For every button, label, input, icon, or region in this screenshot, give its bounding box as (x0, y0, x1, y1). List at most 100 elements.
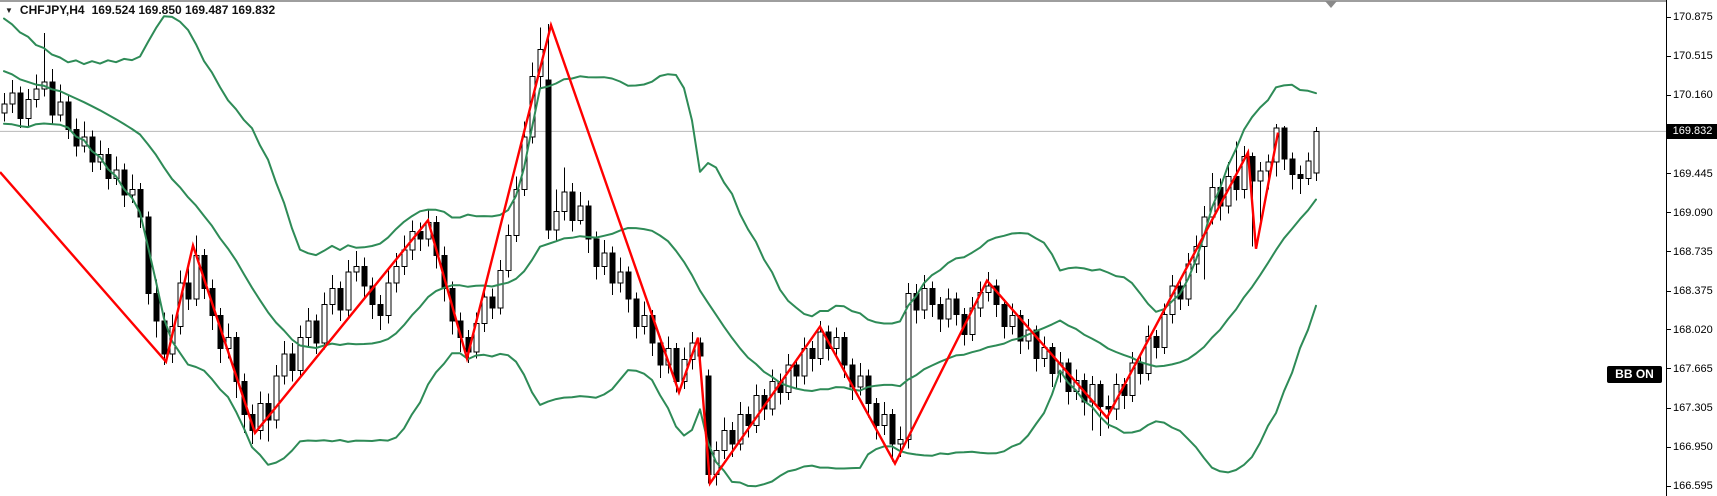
bear-candle-body (489, 296, 496, 309)
bear-candle-body (569, 191, 576, 221)
bull-candle-body (905, 293, 912, 441)
bull-candle-body (497, 270, 504, 309)
bull-candle-body (129, 189, 136, 196)
bull-candle-body (57, 101, 64, 116)
price-axis-tick (1667, 407, 1671, 409)
bear-candle-body (369, 285, 376, 306)
bull-candle-body (553, 211, 560, 231)
bull-candle-body (297, 337, 304, 371)
price-axis-label: 170.875 (1673, 11, 1713, 23)
bear-candle-body (593, 238, 600, 267)
bull-candle-body (561, 191, 568, 213)
bear-candle-body (729, 430, 736, 445)
bear-candle-body (1289, 158, 1296, 175)
price-axis[interactable]: 169.832 170.875 170.515 170.160 169.445 169.… (1666, 0, 1717, 496)
price-axis-label: 166.595 (1673, 480, 1713, 493)
symbol-title: CHFJPY,H4 (19, 3, 85, 17)
bull-candle-body (1145, 335, 1152, 375)
price-axis-label: 169.445 (1673, 167, 1713, 180)
bull-candle-body (305, 320, 312, 339)
bull-candle-body (1305, 160, 1312, 180)
bollinger-upper-line (3, 15, 1317, 325)
price-axis-label: 170.515 (1673, 50, 1713, 63)
current-price-badge: 169.832 (1667, 123, 1717, 139)
bear-candle-body (1017, 315, 1024, 342)
bull-candle-body (721, 430, 728, 451)
bear-candle-body (337, 287, 344, 311)
symbol-info: ▼ CHFJPY,H4 169.524 169.850 169.487 169.… (5, 3, 275, 17)
bull-candle-body (321, 304, 328, 344)
bull-candle-body (897, 439, 904, 445)
bear-candle-body (633, 298, 640, 328)
bull-candle-body (385, 282, 392, 317)
bull-candle-body (817, 331, 824, 359)
bear-candle-body (609, 252, 616, 284)
price-axis-tick (1667, 16, 1671, 18)
bull-candle-body (481, 296, 488, 324)
chart-area[interactable] (0, 0, 1666, 496)
bear-candle-body (745, 413, 752, 426)
bollinger-middle-line (3, 70, 1317, 392)
bear-candle-body (625, 271, 632, 300)
bull-candle-body (881, 413, 888, 426)
bull-candle-body (921, 287, 928, 311)
bull-candle-body (1257, 170, 1264, 182)
ohlc-readout: 169.524 169.850 169.487 169.832 (91, 3, 276, 17)
bear-candle-body (673, 348, 680, 382)
bear-candle-body (153, 293, 160, 322)
price-axis-tick (1667, 212, 1671, 214)
bull-candle-body (857, 375, 864, 388)
bull-candle-body (177, 282, 184, 328)
bear-candle-body (1097, 384, 1104, 408)
bear-candle-body (121, 169, 128, 196)
one-click-expander-icon[interactable]: ▼ (5, 5, 13, 15)
price-axis-tick (1667, 446, 1671, 448)
bull-candle-body (393, 265, 400, 284)
price-axis-label: 170.160 (1673, 89, 1713, 102)
bull-candle-body (1129, 362, 1136, 397)
bull-candle-body (945, 298, 952, 320)
price-axis-label: 169.090 (1673, 206, 1713, 219)
bull-candle-body (505, 235, 512, 272)
price-axis-label: 168.735 (1673, 245, 1713, 258)
bb-toggle-button[interactable]: BB ON (1607, 366, 1662, 383)
price-axis-tick (1667, 251, 1671, 253)
bull-candle-body (641, 315, 648, 328)
bear-candle-body (233, 337, 240, 382)
bull-candle-body (1009, 315, 1016, 328)
bear-candle-body (1001, 304, 1008, 328)
bear-candle-body (937, 304, 944, 320)
bull-candle-body (1313, 130, 1320, 174)
bull-candle-body (1, 103, 8, 114)
bear-candle-body (1153, 335, 1160, 348)
bear-candle-body (809, 348, 816, 359)
chart-canvas[interactable] (0, 0, 1666, 496)
bear-candle-body (889, 413, 896, 445)
bull-candle-body (577, 205, 584, 221)
bear-candle-body (289, 353, 296, 371)
bear-candle-body (929, 287, 936, 306)
bull-candle-body (345, 271, 352, 311)
bear-candle-body (1105, 406, 1112, 410)
bull-candle-body (985, 285, 992, 294)
bear-candle-body (313, 320, 320, 344)
chart-shift-marker[interactable] (1325, 1, 1337, 8)
price-axis-label: 168.375 (1673, 285, 1713, 297)
bear-candle-body (793, 364, 800, 377)
bear-candle-body (17, 92, 24, 119)
bear-candle-body (1033, 329, 1040, 359)
window-top-border (0, 0, 1717, 2)
bear-candle-body (185, 282, 192, 300)
bull-candle-body (753, 395, 760, 426)
bear-candle-body (657, 342, 664, 366)
bull-candle-body (737, 413, 744, 445)
bull-candle-body (281, 353, 288, 377)
bull-candle-body (273, 375, 280, 421)
bear-candle-body (585, 205, 592, 240)
bear-candle-body (873, 402, 880, 426)
current-price-value: 169.832 (1672, 124, 1713, 137)
bear-candle-body (1137, 362, 1144, 375)
price-axis-tick (1667, 485, 1671, 487)
bull-candle-body (257, 402, 264, 432)
